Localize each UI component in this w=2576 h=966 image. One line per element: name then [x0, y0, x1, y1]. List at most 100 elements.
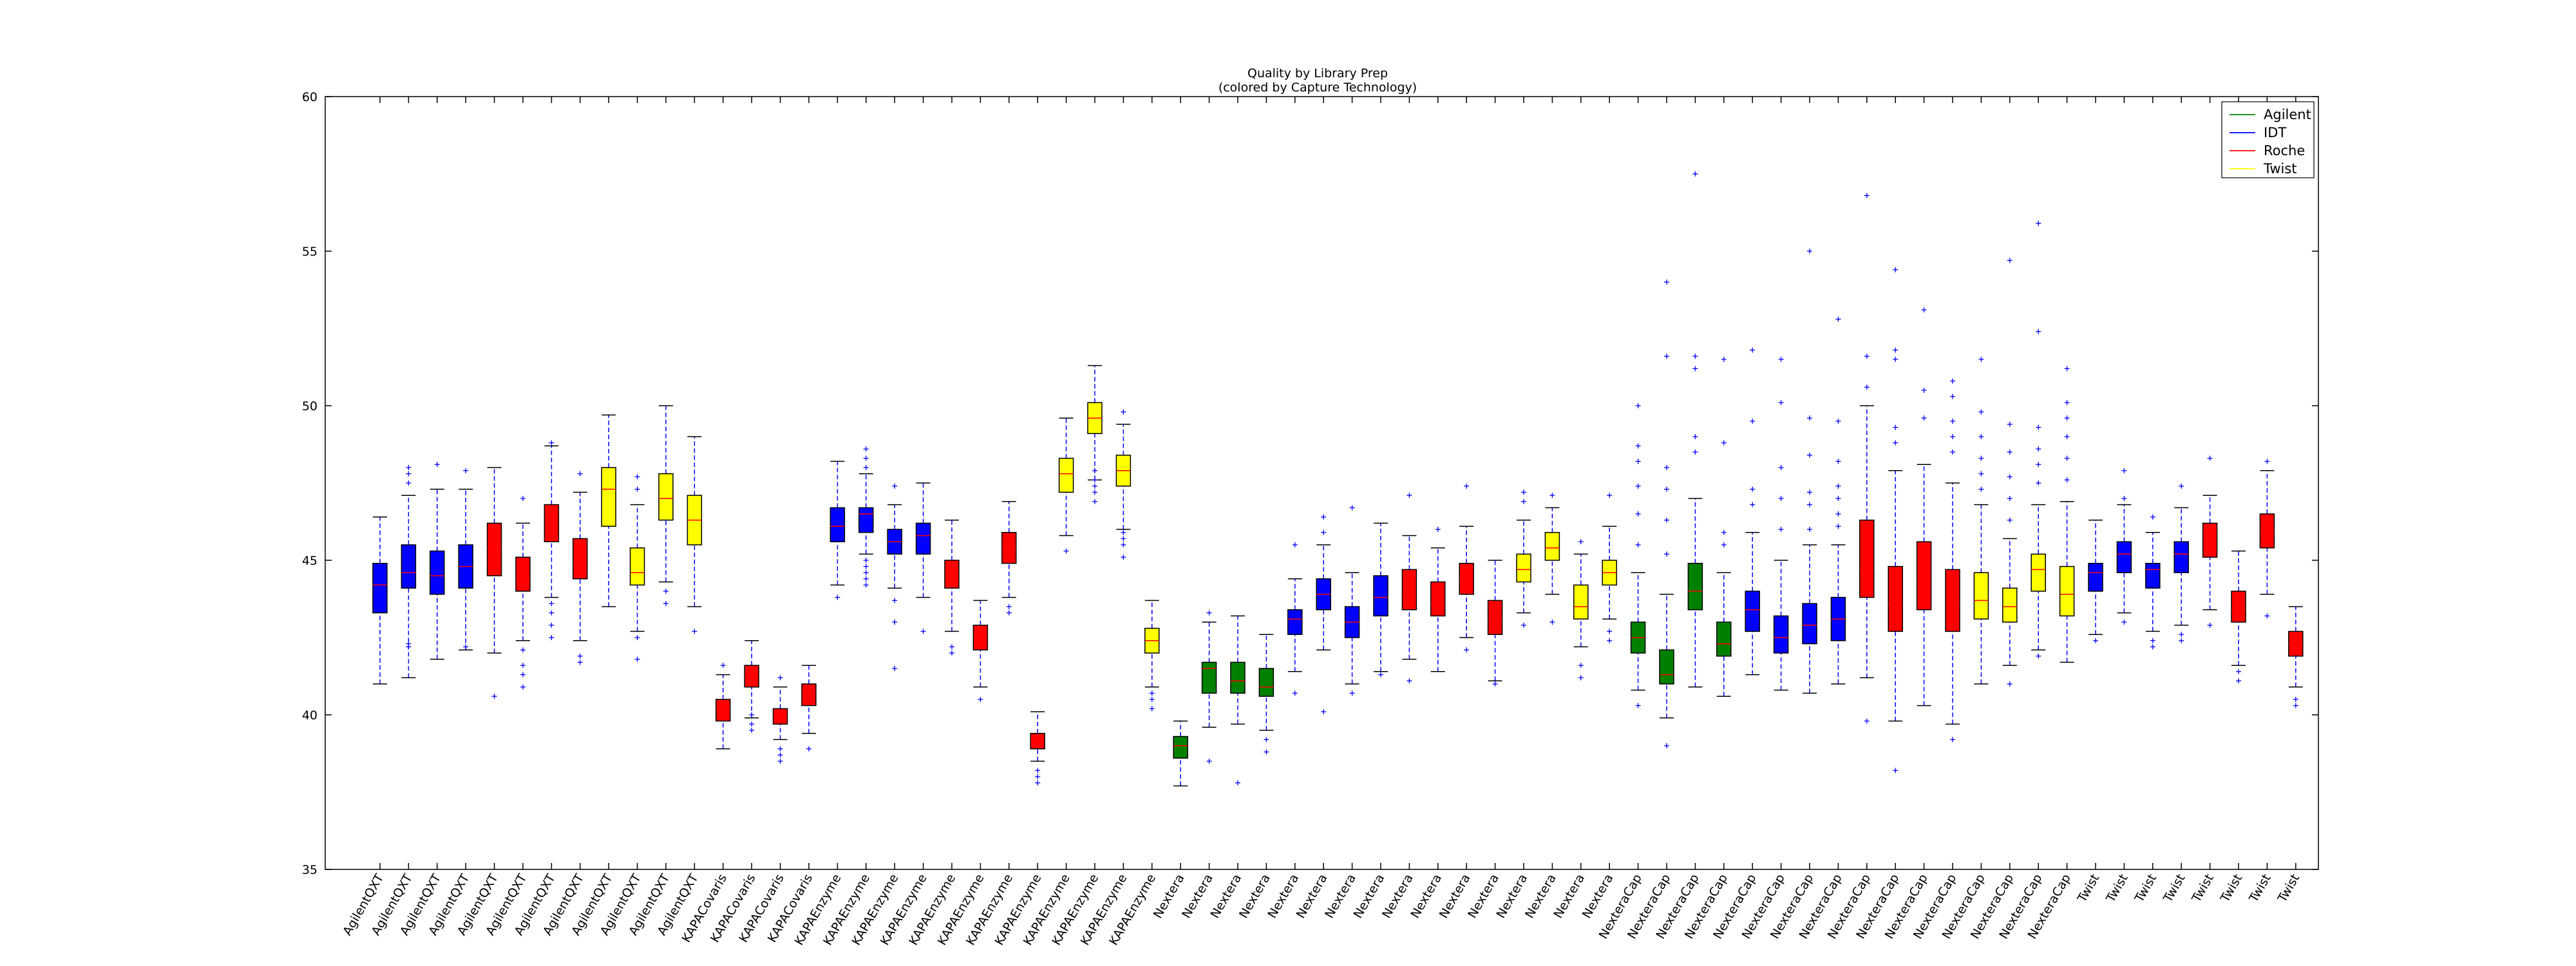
box-plot [2116, 468, 2132, 625]
outlier-point [2150, 638, 2155, 643]
box-plot [1058, 417, 1074, 554]
outlier-point [1893, 768, 1899, 773]
box-plot [1487, 560, 1503, 687]
outlier-point [1349, 505, 1355, 511]
outlier-point [520, 672, 526, 677]
outlier-point [1607, 629, 1613, 634]
box-plot [2202, 455, 2218, 628]
outlier-point [1492, 681, 1498, 687]
outlier-point [2093, 638, 2098, 643]
outlier-point [1635, 703, 1641, 708]
box-body [544, 504, 560, 542]
plot-area [325, 96, 2319, 870]
box-plot [1973, 357, 1989, 685]
outlier-point [549, 622, 554, 628]
box-plot [944, 519, 960, 656]
box-plot [1430, 527, 1446, 672]
outlier-point [1321, 514, 1327, 520]
x-tick-label: Twist [2132, 872, 2159, 905]
box-plot [1830, 316, 1846, 685]
outlier-point [1121, 542, 1126, 547]
outlier-point [1635, 542, 1641, 547]
outlier-point [1721, 440, 1727, 446]
outlier-point [1778, 496, 1784, 501]
outlier-point [1092, 489, 1097, 495]
outlier-point [577, 653, 583, 659]
outlier-point [920, 629, 926, 634]
outlier-point [1893, 424, 1899, 430]
box-plot [1687, 171, 1703, 688]
box-body [2002, 587, 2018, 623]
box-plot [629, 474, 645, 662]
outlier-point [1549, 620, 1555, 625]
outlier-point [1464, 647, 1470, 653]
outlier-point [1835, 483, 1841, 489]
outlier-point [1006, 610, 1012, 616]
outlier-point [1149, 697, 1155, 702]
box-body [1773, 615, 1789, 654]
box-body [430, 550, 445, 595]
outlier-point [2036, 220, 2041, 226]
outlier-point [1349, 690, 1355, 696]
outlier-point [2036, 653, 2041, 659]
outlier-point [549, 635, 554, 640]
y-tick-label: 45 [302, 554, 317, 568]
outlier-point [1950, 434, 1955, 439]
outlier-point [434, 462, 440, 468]
outlier-point [1864, 193, 1870, 198]
box-plot [1115, 409, 1132, 560]
outlier-point [1149, 706, 1155, 712]
box-body [1516, 553, 1531, 583]
box-plot [2002, 258, 2018, 687]
outlier-point [692, 629, 697, 634]
box-body [1230, 661, 1245, 694]
outlier-point [1721, 357, 1727, 362]
box-body [1888, 565, 1903, 632]
outlier-point [1978, 357, 1984, 362]
outlier-point [1893, 267, 1899, 272]
box-plot [544, 440, 560, 640]
outlier-point [1950, 737, 1955, 743]
box-body [1716, 621, 1732, 657]
outlier-point [1635, 403, 1641, 408]
outlier-point [1664, 354, 1669, 359]
box-plot [1316, 514, 1331, 715]
y-tick-label: 35 [302, 863, 317, 877]
outlier-point [1721, 542, 1727, 547]
outlier-point [749, 712, 755, 717]
outlier-point [863, 455, 869, 461]
box-body [1430, 581, 1446, 617]
box-body [573, 538, 588, 580]
box-body [2116, 541, 2132, 573]
outlier-point [1921, 307, 1927, 313]
outlier-point [863, 564, 869, 569]
box-body [372, 563, 388, 614]
outlier-point [634, 486, 640, 492]
x-tick-label: Twist [2246, 872, 2274, 905]
box-plot [887, 483, 902, 671]
outlier-point [1063, 548, 1069, 554]
outlier-point [1121, 409, 1126, 415]
outlier-point [2264, 613, 2270, 619]
outlier-point [1950, 450, 1955, 455]
box-plot [2231, 550, 2246, 684]
outlier-point [1264, 749, 1269, 755]
outlier-point [1378, 672, 1383, 677]
box-plot [687, 436, 703, 634]
box-plot [458, 468, 473, 650]
box-plot [2288, 606, 2304, 708]
outlier-point [2150, 514, 2155, 520]
outlier-point [463, 468, 469, 473]
box-plot [1516, 489, 1531, 628]
outlier-point [2293, 703, 2298, 708]
outlier-point [1578, 663, 1584, 668]
box-plot [915, 482, 931, 634]
x-tick-label: Twist [2189, 872, 2217, 905]
box-body [972, 625, 989, 650]
box-plot [1773, 357, 1789, 691]
outlier-point [1092, 468, 1097, 473]
box-plot [1144, 600, 1160, 712]
box-body [858, 507, 874, 533]
outlier-point [1778, 400, 1784, 406]
outlier-point [2207, 455, 2213, 461]
